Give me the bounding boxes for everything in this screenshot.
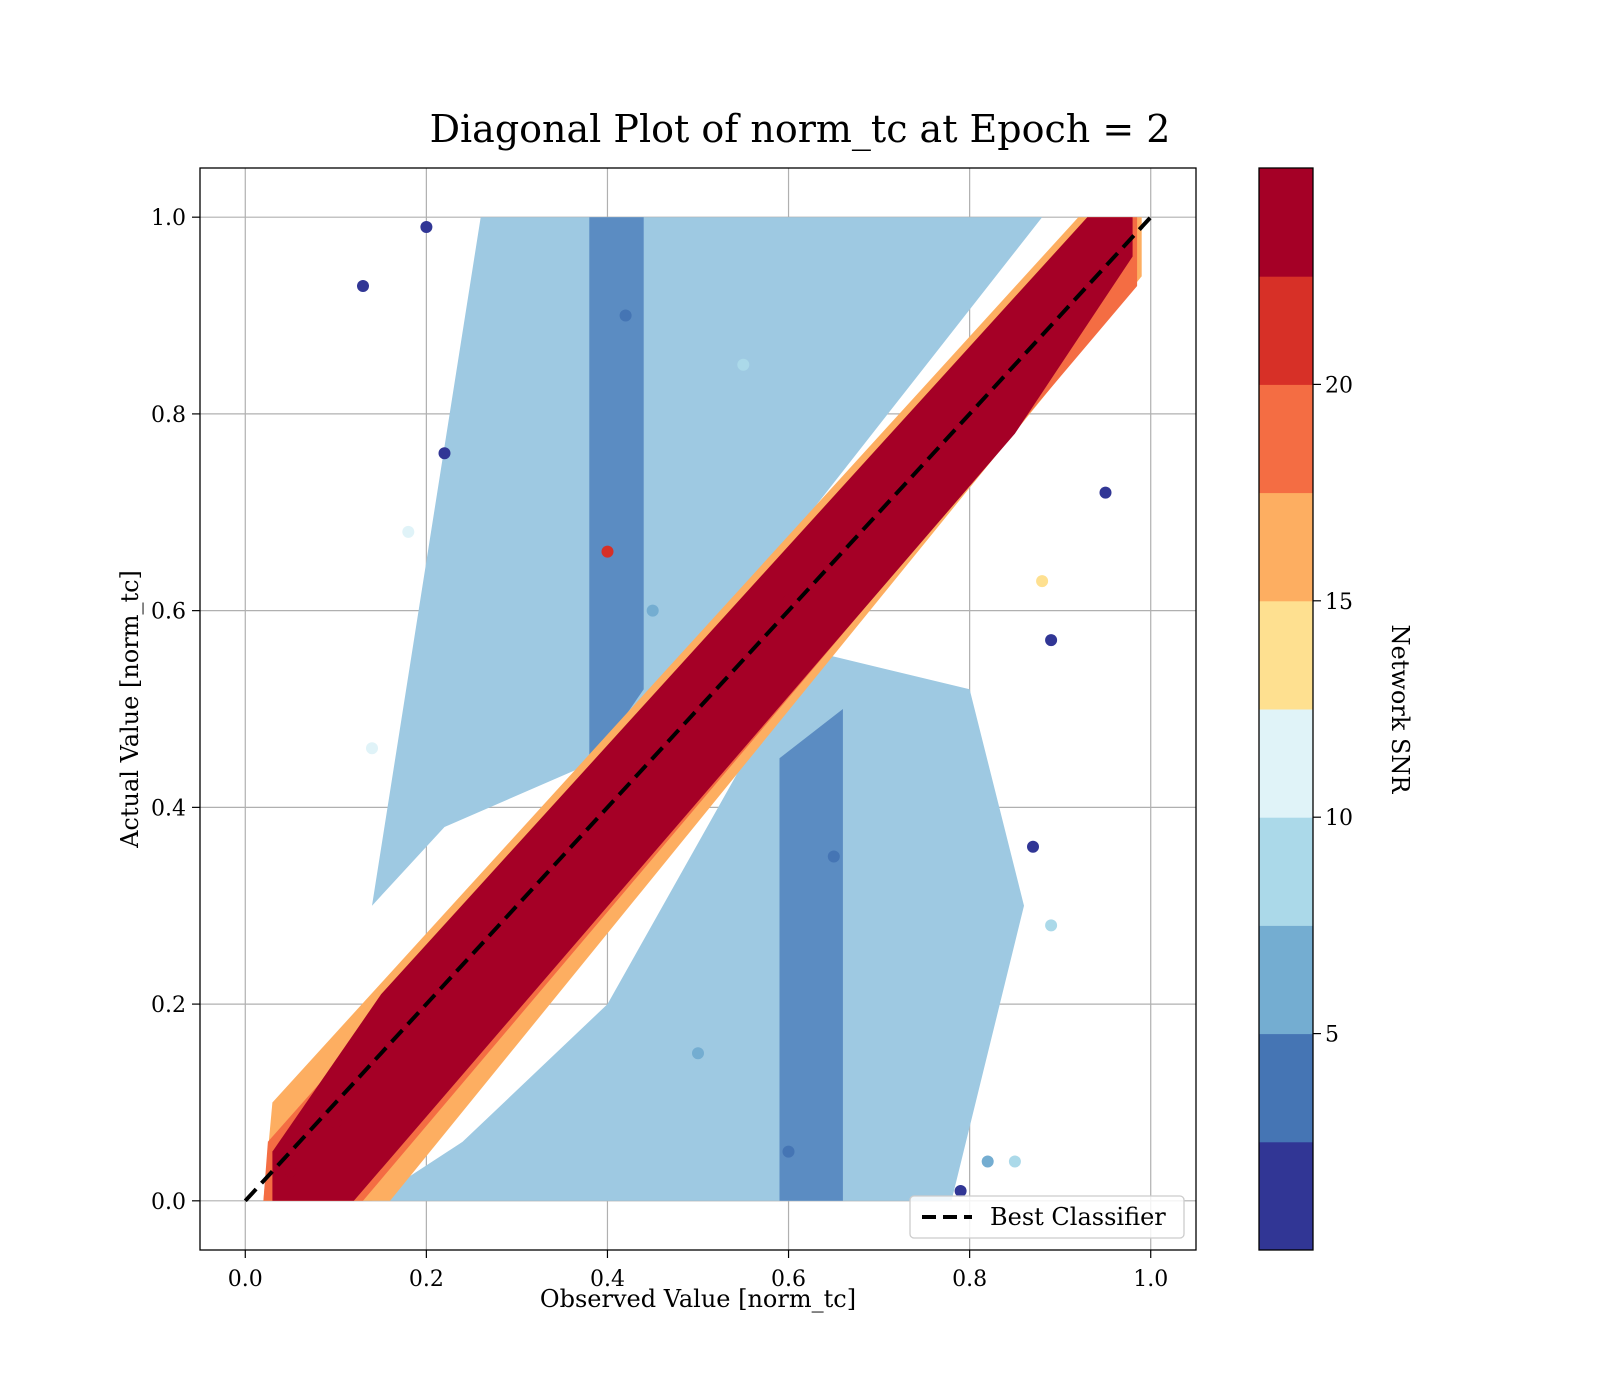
colorbar-segment	[1259, 276, 1313, 385]
colorbar-segment	[1259, 600, 1313, 710]
scatter-point	[284, 1165, 297, 1178]
scatter-point	[438, 447, 451, 460]
scatter-point	[1045, 634, 1058, 647]
low-snr-cloud-upper	[372, 217, 1043, 906]
colorbar-tick-label: 20	[1325, 373, 1353, 398]
y-tick-label: 0.4	[151, 796, 186, 821]
colorbar	[1259, 168, 1313, 1251]
best-classifier-line	[243, 215, 1153, 1203]
scatter-point	[782, 1145, 795, 1158]
y-axis-label: Actual Value [norm_tc]	[116, 570, 144, 849]
scatter-point	[1008, 1155, 1021, 1168]
x-tick-label: 0.2	[409, 1267, 444, 1292]
y-tick-label: 0.6	[151, 600, 186, 625]
scatter-point	[737, 358, 750, 371]
colorbar-segment	[1259, 925, 1313, 1035]
scatter-point	[1036, 575, 1049, 588]
legend-box	[909, 1195, 1185, 1239]
colorbar-segment	[1259, 168, 1313, 277]
colorbar-tick-label: 10	[1325, 806, 1353, 831]
scatter-point	[782, 594, 795, 607]
x-axis-ticks: 0.0 0.2 0.4 0.6 0.8 1.0	[228, 1250, 1168, 1292]
colorbar-tick-label: 5	[1325, 1023, 1339, 1048]
scatter-point	[420, 1007, 433, 1020]
colorbar-segment	[1259, 1033, 1313, 1143]
x-axis-label: Observed Value [norm_tc]	[540, 1285, 856, 1313]
colorbar-segment	[1259, 492, 1313, 602]
y-axis-ticks: 0.0 0.2 0.4 0.6 0.8 1.0	[151, 206, 200, 1215]
x-tick-label: 0.0	[228, 1267, 263, 1292]
x-tick-label: 0.4	[590, 1267, 625, 1292]
scatter-point	[646, 604, 659, 617]
colorbar-frame	[1258, 167, 1314, 1251]
colorbar-label: Network SNR	[1386, 625, 1414, 795]
low-snr-strip-upper	[589, 217, 644, 768]
scatter-point	[1027, 840, 1039, 853]
scatter-point	[420, 221, 433, 233]
scatter-point	[601, 791, 614, 804]
scatter-point	[329, 1116, 342, 1129]
colorbar-segment	[1259, 384, 1313, 494]
scatter-point	[619, 309, 632, 322]
scatter-point	[1099, 486, 1112, 499]
scatter-point	[1045, 919, 1058, 932]
scatter-point	[357, 280, 369, 292]
low-snr-cloud-lower	[372, 650, 1024, 1201]
scatter-point	[692, 1047, 704, 1060]
legend-entry-best-classifier: Best Classifier	[990, 1203, 1166, 1231]
scatter-point	[601, 545, 614, 558]
y-tick-label: 0.8	[151, 403, 186, 428]
colorbar-tick-label: 15	[1325, 590, 1353, 615]
y-tick-label: 0.2	[151, 993, 186, 1018]
x-tick-label: 0.8	[952, 1267, 987, 1292]
y-tick-label: 0.0	[151, 1190, 186, 1215]
colorbar-ticks: 5 10 15 20	[1313, 373, 1353, 1048]
low-snr-strip-lower	[779, 709, 843, 1201]
y-tick-label: 1.0	[151, 206, 186, 231]
scatter-point	[1108, 221, 1121, 233]
scatter-point	[827, 850, 840, 863]
scatter-point	[366, 742, 378, 755]
scatter-point	[402, 525, 415, 538]
x-tick-label: 1.0	[1133, 1267, 1168, 1292]
colorbar-segment	[1259, 817, 1313, 926]
colorbar-segment	[1259, 709, 1313, 818]
plot-frame	[199, 167, 1197, 1251]
legend: Best Classifier	[909, 1195, 1185, 1239]
chart-title: Diagonal Plot of norm_tc at Epoch = 2	[430, 107, 1171, 152]
scatter-point	[981, 1155, 994, 1168]
x-tick-label: 0.6	[771, 1267, 806, 1292]
scatter-point	[954, 1185, 967, 1197]
colorbar-segment	[1259, 1141, 1313, 1251]
